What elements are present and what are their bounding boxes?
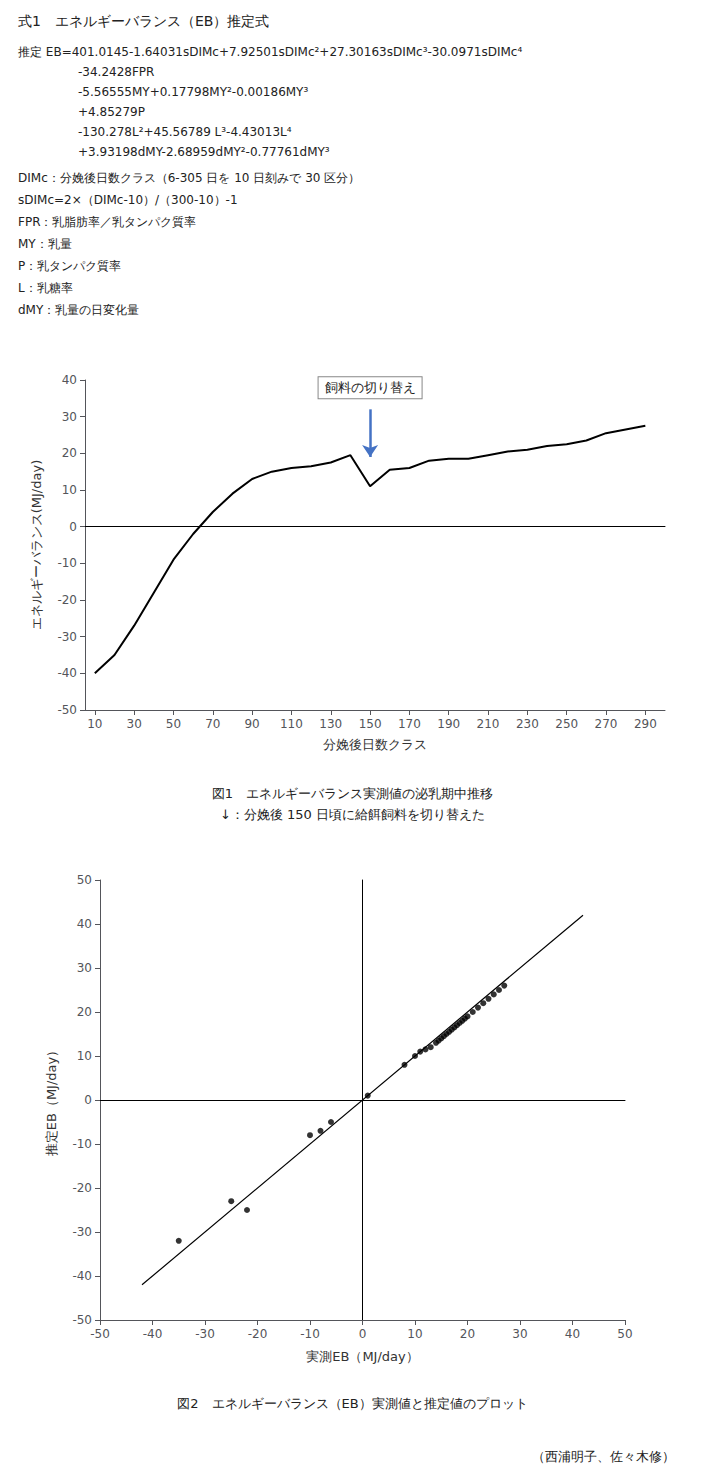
svg-text:MY：乳量: MY：乳量 <box>18 237 72 251</box>
svg-text:-20: -20 <box>72 1181 92 1195</box>
svg-text:110: 110 <box>280 717 303 731</box>
svg-text:250: 250 <box>555 717 578 731</box>
svg-text:FPR：乳脂肪率／乳タンパク質率: FPR：乳脂肪率／乳タンパク質率 <box>18 215 196 229</box>
svg-text:50: 50 <box>77 873 92 887</box>
svg-text:40: 40 <box>565 1327 580 1341</box>
svg-text:30: 30 <box>77 961 92 975</box>
svg-text:-20: -20 <box>57 593 77 607</box>
svg-text:20: 20 <box>62 446 77 460</box>
svg-text:0: 0 <box>84 1093 92 1107</box>
svg-text:90: 90 <box>244 717 259 731</box>
svg-text:0: 0 <box>359 1327 367 1341</box>
svg-text:50: 50 <box>166 717 181 731</box>
svg-text:-30: -30 <box>57 630 77 644</box>
svg-text:dMY：乳量の日変化量: dMY：乳量の日変化量 <box>18 303 139 317</box>
svg-text:30: 30 <box>512 1327 527 1341</box>
svg-text:10: 10 <box>407 1327 422 1341</box>
svg-text:-40: -40 <box>57 666 77 680</box>
svg-text:-40: -40 <box>143 1327 163 1341</box>
svg-text:130: 130 <box>319 717 342 731</box>
svg-text:230: 230 <box>516 717 539 731</box>
svg-text:-30: -30 <box>195 1327 215 1341</box>
svg-text:DIMc：分娩後日数クラス（6-305 日を 10 日刻みで: DIMc：分娩後日数クラス（6-305 日を 10 日刻みで 30 区分） <box>18 171 360 185</box>
svg-text:-10: -10 <box>72 1137 92 1151</box>
svg-text:-40: -40 <box>72 1269 92 1283</box>
svg-text:式1 エネルギーバランス（EB）推定式: 式1 エネルギーバランス（EB）推定式 <box>18 13 269 29</box>
svg-text:sDIMc=2×（DIMc-10）/（300-10）-1: sDIMc=2×（DIMc-10）/（300-10）-1 <box>18 193 238 207</box>
svg-text:分娩後日数クラス: 分娩後日数クラス <box>323 737 427 752</box>
svg-text:70: 70 <box>205 717 220 731</box>
svg-text:エネルギーバランス(MJ/day): エネルギーバランス(MJ/day) <box>29 460 44 631</box>
svg-text:実測EB（MJ/day）: 実測EB（MJ/day） <box>306 1349 418 1364</box>
svg-text:-130.278L²+45.56789 L³-4.43013: -130.278L²+45.56789 L³-4.43013L⁴ <box>18 125 292 139</box>
svg-text:40: 40 <box>77 917 92 931</box>
svg-text:+3.93198dMY-2.68959dMY²-0.7776: +3.93198dMY-2.68959dMY²-0.77761dMY³ <box>18 145 330 159</box>
svg-text:40: 40 <box>62 373 77 387</box>
svg-text:10: 10 <box>77 1049 92 1063</box>
svg-text:-50: -50 <box>57 703 77 717</box>
svg-text:-10: -10 <box>300 1327 320 1341</box>
svg-text:推定 EB=401.0145-1.64031sDIMc+7.: 推定 EB=401.0145-1.64031sDIMc+7.92501sDIMc… <box>18 45 522 59</box>
svg-text:170: 170 <box>398 717 421 731</box>
svg-text:L：乳糖率: L：乳糖率 <box>18 281 73 295</box>
svg-text:-30: -30 <box>72 1225 92 1239</box>
svg-text:（西浦明子、佐々木修）: （西浦明子、佐々木修） <box>532 1449 675 1464</box>
svg-text:推定EB（MJ/day）: 推定EB（MJ/day） <box>44 1044 59 1156</box>
svg-text:-5.56555MY+0.17798MY²-0.00186M: -5.56555MY+0.17798MY²-0.00186MY³ <box>18 85 308 99</box>
svg-text:30: 30 <box>127 717 142 731</box>
svg-text:-50: -50 <box>72 1313 92 1327</box>
svg-text:P：乳タンパク質率: P：乳タンパク質率 <box>18 259 121 273</box>
svg-text:飼料の切り替え: 飼料の切り替え <box>325 380 416 395</box>
svg-text:-34.2428FPR: -34.2428FPR <box>18 65 154 79</box>
svg-text:20: 20 <box>460 1327 475 1341</box>
svg-text:+4.85279P: +4.85279P <box>18 105 145 119</box>
svg-text:図2 エネルギーバランス（EB）実測値と推定値のプロット: 図2 エネルギーバランス（EB）実測値と推定値のプロット <box>177 1396 527 1411</box>
svg-text:図1 エネルギーバランス実測値の泌乳期中推移: 図1 エネルギーバランス実測値の泌乳期中推移 <box>212 786 493 801</box>
svg-text:0: 0 <box>69 520 77 534</box>
svg-text:10: 10 <box>62 483 77 497</box>
svg-text:-10: -10 <box>57 556 77 570</box>
svg-text:190: 190 <box>437 717 460 731</box>
svg-text:↓：分娩後 150 日頃に給餌飼料を切り替えた: ↓：分娩後 150 日頃に給餌飼料を切り替えた <box>220 807 485 822</box>
svg-text:20: 20 <box>77 1005 92 1019</box>
svg-text:-20: -20 <box>248 1327 268 1341</box>
svg-text:10: 10 <box>87 717 102 731</box>
svg-text:50: 50 <box>617 1327 632 1341</box>
svg-text:210: 210 <box>477 717 500 731</box>
svg-text:290: 290 <box>634 717 657 731</box>
svg-text:30: 30 <box>62 410 77 424</box>
svg-text:150: 150 <box>359 717 382 731</box>
svg-text:-50: -50 <box>90 1327 110 1341</box>
svg-text:270: 270 <box>595 717 618 731</box>
